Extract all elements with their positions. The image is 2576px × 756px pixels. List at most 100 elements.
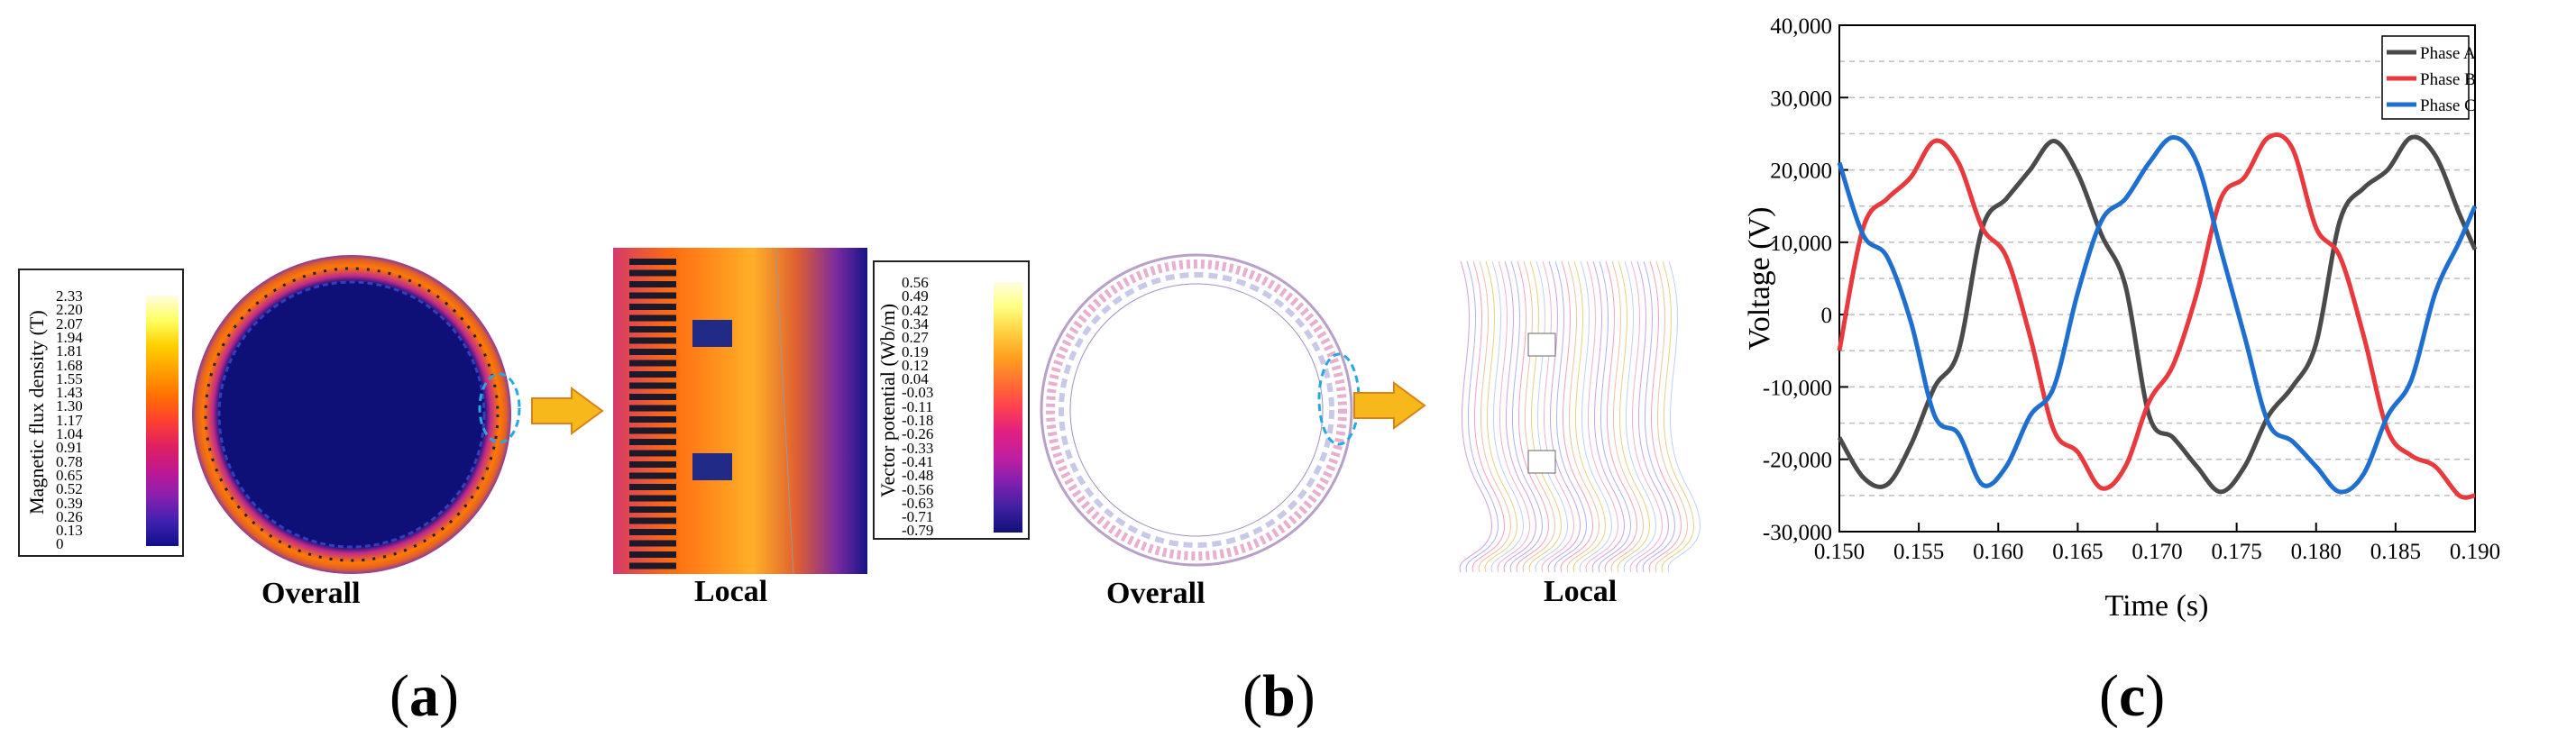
legend-label: Phase C xyxy=(2420,96,2476,115)
contour-line xyxy=(1572,261,1606,572)
x-tick-label: 0.160 xyxy=(1973,540,2023,564)
legend-tick-label: 1.68 xyxy=(56,356,83,374)
contour-line xyxy=(1566,261,1600,572)
flux-density-legend: Magnetic flux density (T) 2.33 2.20 2.07 1.… xyxy=(18,269,184,557)
contour-line xyxy=(1547,261,1581,572)
y-tick-label: -20,000 xyxy=(1763,449,1832,473)
legend-tick-label: -0.63 xyxy=(902,494,934,512)
stator-slot xyxy=(629,371,676,378)
local-caption-b: Local xyxy=(1544,575,1618,608)
legend-tick-label: 0.56 xyxy=(902,274,929,291)
legend-colorbar xyxy=(994,282,1022,533)
legend-tick-label: 0.78 xyxy=(56,452,83,470)
x-tick-label: 0.180 xyxy=(2291,540,2342,564)
stator-slot xyxy=(629,281,676,287)
zoom-arrow xyxy=(1353,381,1426,430)
overall-caption-a: Overall xyxy=(261,577,361,610)
stator-slot xyxy=(629,562,676,569)
stator-slot xyxy=(629,349,676,355)
legend-tick-label: 0.26 xyxy=(56,507,83,525)
legend-tick-label: 2.07 xyxy=(56,314,83,332)
stator-slot xyxy=(629,394,676,400)
legend-tick-label: 2.20 xyxy=(56,301,83,319)
stator-slot xyxy=(629,529,676,535)
legend-tick-label: 1.17 xyxy=(56,411,83,429)
x-tick-label: 0.175 xyxy=(2212,540,2262,564)
legend-label: Phase A xyxy=(2420,44,2476,63)
contour-line xyxy=(1629,261,1663,572)
stator-slot xyxy=(629,450,676,457)
contour-line xyxy=(1617,261,1650,572)
contour-line xyxy=(1541,261,1574,572)
stator-slot xyxy=(629,269,676,277)
y-tick-label: 0 xyxy=(1821,304,1833,328)
legend-tick-label: -0.03 xyxy=(902,384,934,402)
series-line-phase-a xyxy=(1837,134,2478,495)
contour-line xyxy=(1478,261,1511,572)
legend-tick-label: -0.48 xyxy=(902,467,934,485)
contour-line xyxy=(1667,261,1701,572)
contour-line xyxy=(1484,261,1517,572)
legend-tick-label: 1.04 xyxy=(56,425,83,442)
contour-line xyxy=(1522,261,1555,572)
contour-line xyxy=(1655,261,1688,572)
x-tick-label: 0.155 xyxy=(1893,540,1944,564)
stator-slot xyxy=(629,337,676,344)
panel-label-a: (a) xyxy=(390,663,459,729)
legend-tick-label: 1.30 xyxy=(56,397,83,415)
chart-legend: Phase A Phase B Phase C xyxy=(2381,35,2476,120)
y-tick-label: 40,000 xyxy=(1770,14,1832,39)
rotor-core xyxy=(217,280,486,549)
contour-line xyxy=(1598,261,1631,572)
stator-slot xyxy=(629,416,676,423)
stator-slot xyxy=(629,292,676,299)
contour-line xyxy=(1509,261,1543,572)
legend-tick-label: 1.81 xyxy=(56,342,83,360)
contour-line xyxy=(1497,261,1530,572)
contour-line xyxy=(1528,261,1562,572)
legend-tick-label: -0.79 xyxy=(902,522,934,540)
y-tick-label: 10,000 xyxy=(1770,232,1832,256)
contour-line xyxy=(1604,261,1637,572)
legend-tick-label: -0.71 xyxy=(902,508,934,526)
series-line-phase-c xyxy=(1837,134,2478,495)
contour-line xyxy=(1560,261,1593,572)
stator-slot xyxy=(629,326,676,332)
contour-line xyxy=(1503,261,1536,572)
legend-tick-label: 1.43 xyxy=(56,384,83,402)
magnet-bottom xyxy=(692,453,732,480)
legend-tick-label: 0.12 xyxy=(902,356,929,374)
legend-tick-label: 0.91 xyxy=(56,439,83,457)
stator-slot xyxy=(629,495,676,502)
slot-ring xyxy=(204,267,500,562)
legend-label: Phase B xyxy=(2420,70,2476,89)
stator-slot xyxy=(629,304,676,310)
local-flux-view xyxy=(613,248,867,574)
chart-series xyxy=(1837,132,2478,500)
contour-line xyxy=(1579,261,1612,572)
stator-slot xyxy=(629,360,676,367)
contour-line xyxy=(1516,261,1549,572)
stator-slot xyxy=(629,551,676,558)
contour-line xyxy=(1623,261,1656,572)
y-axis-ticks: -30,000 -20,000 -10,000 0 10,000 20,000 30,000… xyxy=(1763,14,1848,545)
stator-slot xyxy=(629,427,676,434)
legend-tick-label: 0.39 xyxy=(56,494,83,512)
stator-slot xyxy=(629,382,676,389)
legend-tick-label: -0.33 xyxy=(902,439,934,457)
legend-tick-label: -0.26 xyxy=(902,425,934,443)
overall-caption-b: Overall xyxy=(1106,577,1205,610)
voltage-chart: -30,000 -20,000 -10,000 0 10,000 20,000 30,000… xyxy=(1743,14,2500,623)
legend-tick-label: 0.52 xyxy=(56,480,83,498)
legend-tick-label: 0.19 xyxy=(902,342,929,360)
series-line-phase-b xyxy=(1837,132,2476,500)
contour-line xyxy=(1459,261,1492,572)
contour-line xyxy=(1636,261,1669,572)
legend-tick-label: 1.55 xyxy=(56,369,83,387)
stator-slot xyxy=(629,405,676,412)
legend-tick-label: 1.94 xyxy=(56,328,83,346)
legend-tick-label: -0.11 xyxy=(902,397,933,415)
y-tick-label: -30,000 xyxy=(1763,521,1832,545)
y-tick-label: 30,000 xyxy=(1770,87,1832,111)
x-tick-label: 0.185 xyxy=(2370,540,2421,564)
